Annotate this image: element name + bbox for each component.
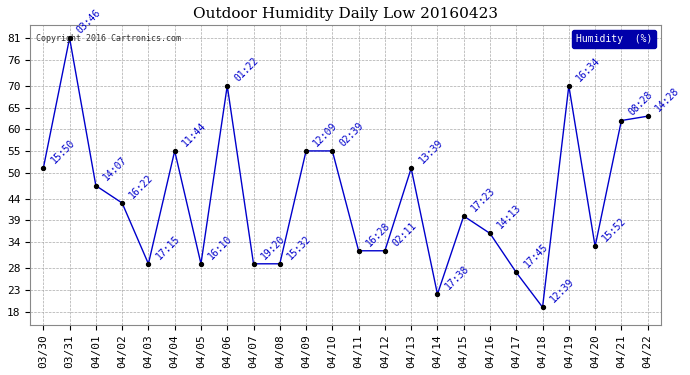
- Text: Copyright 2016 Cartronics.com: Copyright 2016 Cartronics.com: [37, 34, 181, 43]
- Text: 17:23: 17:23: [469, 185, 497, 213]
- Point: [117, 200, 128, 206]
- Point: [406, 165, 417, 171]
- Point: [353, 248, 364, 254]
- Text: 16:22: 16:22: [128, 172, 155, 200]
- Text: 12:39: 12:39: [548, 277, 576, 304]
- Point: [563, 83, 574, 89]
- Text: 19:20: 19:20: [259, 233, 287, 261]
- Point: [38, 165, 49, 171]
- Point: [589, 243, 600, 249]
- Text: 16:10: 16:10: [206, 233, 235, 261]
- Point: [195, 261, 206, 267]
- Text: 13:39: 13:39: [417, 138, 444, 165]
- Point: [221, 83, 233, 89]
- Text: 08:28: 08:28: [627, 90, 655, 118]
- Text: 14:28: 14:28: [653, 86, 681, 113]
- Text: 11:44: 11:44: [180, 120, 208, 148]
- Point: [143, 261, 154, 267]
- Point: [64, 35, 75, 41]
- Text: 16:28: 16:28: [364, 220, 392, 248]
- Point: [248, 261, 259, 267]
- Title: Outdoor Humidity Daily Low 20160423: Outdoor Humidity Daily Low 20160423: [193, 7, 498, 21]
- Text: 01:22: 01:22: [233, 55, 261, 83]
- Text: 14:07: 14:07: [101, 155, 129, 183]
- Point: [432, 291, 443, 297]
- Text: 12:09: 12:09: [312, 120, 339, 148]
- Text: 14:13: 14:13: [495, 203, 524, 231]
- Point: [380, 248, 391, 254]
- Point: [616, 117, 627, 123]
- Point: [484, 230, 495, 236]
- Text: 17:45: 17:45: [522, 242, 550, 270]
- Point: [301, 148, 312, 154]
- Text: 02:11: 02:11: [391, 220, 418, 248]
- Point: [511, 270, 522, 276]
- Point: [90, 183, 101, 189]
- Point: [274, 261, 285, 267]
- Legend: Humidity  (%): Humidity (%): [572, 30, 656, 48]
- Text: 03:46: 03:46: [75, 8, 103, 35]
- Text: 15:50: 15:50: [49, 138, 77, 165]
- Text: 16:34: 16:34: [574, 55, 602, 83]
- Text: 17:38: 17:38: [443, 264, 471, 291]
- Text: 15:52: 15:52: [601, 216, 629, 244]
- Point: [327, 148, 338, 154]
- Text: 02:39: 02:39: [338, 120, 366, 148]
- Point: [537, 304, 548, 310]
- Point: [169, 148, 180, 154]
- Point: [458, 213, 469, 219]
- Text: 15:32: 15:32: [286, 233, 313, 261]
- Text: 17:15: 17:15: [154, 233, 181, 261]
- Point: [642, 113, 653, 119]
